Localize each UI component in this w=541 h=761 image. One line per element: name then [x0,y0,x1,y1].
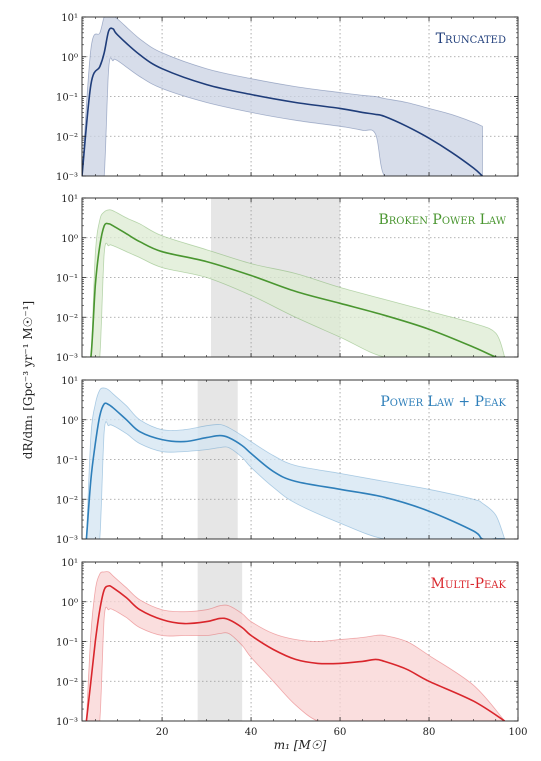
y-tick-label: 10⁻¹ [56,93,78,104]
y-tick-label: 10⁻¹ [56,456,78,467]
panel-title: Broken Power Law [378,212,506,228]
y-tick-label: 10⁻² [56,132,78,143]
y-tick-label: 10⁰ [61,53,78,64]
median-line [82,27,483,176]
panel-title: Multi-Peak [431,576,507,592]
y-tick-label: 10⁻³ [56,353,78,364]
panel-title: Power Law + Peak [380,394,506,410]
credible-band [85,387,506,539]
panel-1: 10⁻³ 10⁻² 10⁻¹ 10⁰ 10¹ Truncated [56,13,519,183]
y-tick-label: 10¹ [61,558,78,569]
x-tick-label: 60 [334,727,347,738]
y-tick-label: 10⁻³ [56,172,78,183]
median-line [85,584,506,721]
y-tick-label: 10¹ [61,13,78,24]
y-tick-label: 10⁻³ [56,535,78,546]
panel-4: 10⁻³ 10⁻² 10⁻¹ 10⁰ 10¹ 20 40 60 80 100 Multi-Peak [56,558,528,738]
x-tick-label: 40 [245,727,258,738]
y-tick-label: 10⁻³ [56,717,78,728]
shaded-region [197,380,238,539]
median-line [85,222,505,357]
panel-2: 10⁻³ 10⁻² 10⁻¹ 10⁰ 10¹ Broken Power Law [56,194,519,364]
panel-title: Truncated [436,31,506,47]
y-axis-label: dR/dm₁ [Gpc⁻³ yr⁻¹ M☉⁻¹] [21,300,35,460]
y-tick-label: 10⁻² [56,677,78,688]
y-tick-label: 10⁰ [61,234,78,245]
y-tick-label: 10⁻² [56,313,78,324]
y-tick-label: 10¹ [61,194,78,205]
y-axis-label-container: dR/dm₁ [Gpc⁻³ yr⁻¹ M☉⁻¹] [6,0,50,761]
median-line [85,402,505,539]
y-tick-label: 10¹ [61,376,78,387]
y-tick-label: 10⁰ [61,416,78,427]
panel-3: 10⁻³ 10⁻² 10⁻¹ 10⁰ 10¹ Power Law + Peak [56,376,519,546]
x-tick-label: 20 [156,727,169,738]
x-axis-label: m₁ [M☉] [273,738,327,752]
credible-band [82,17,483,176]
y-tick-label: 10⁰ [61,598,78,609]
x-tick-label: 80 [423,727,436,738]
credible-band [85,571,506,721]
y-tick-label: 10⁻² [56,495,78,506]
y-tick-label: 10⁻¹ [56,274,78,285]
x-tick-label: 100 [508,727,527,738]
y-tick-label: 10⁻¹ [56,638,78,649]
